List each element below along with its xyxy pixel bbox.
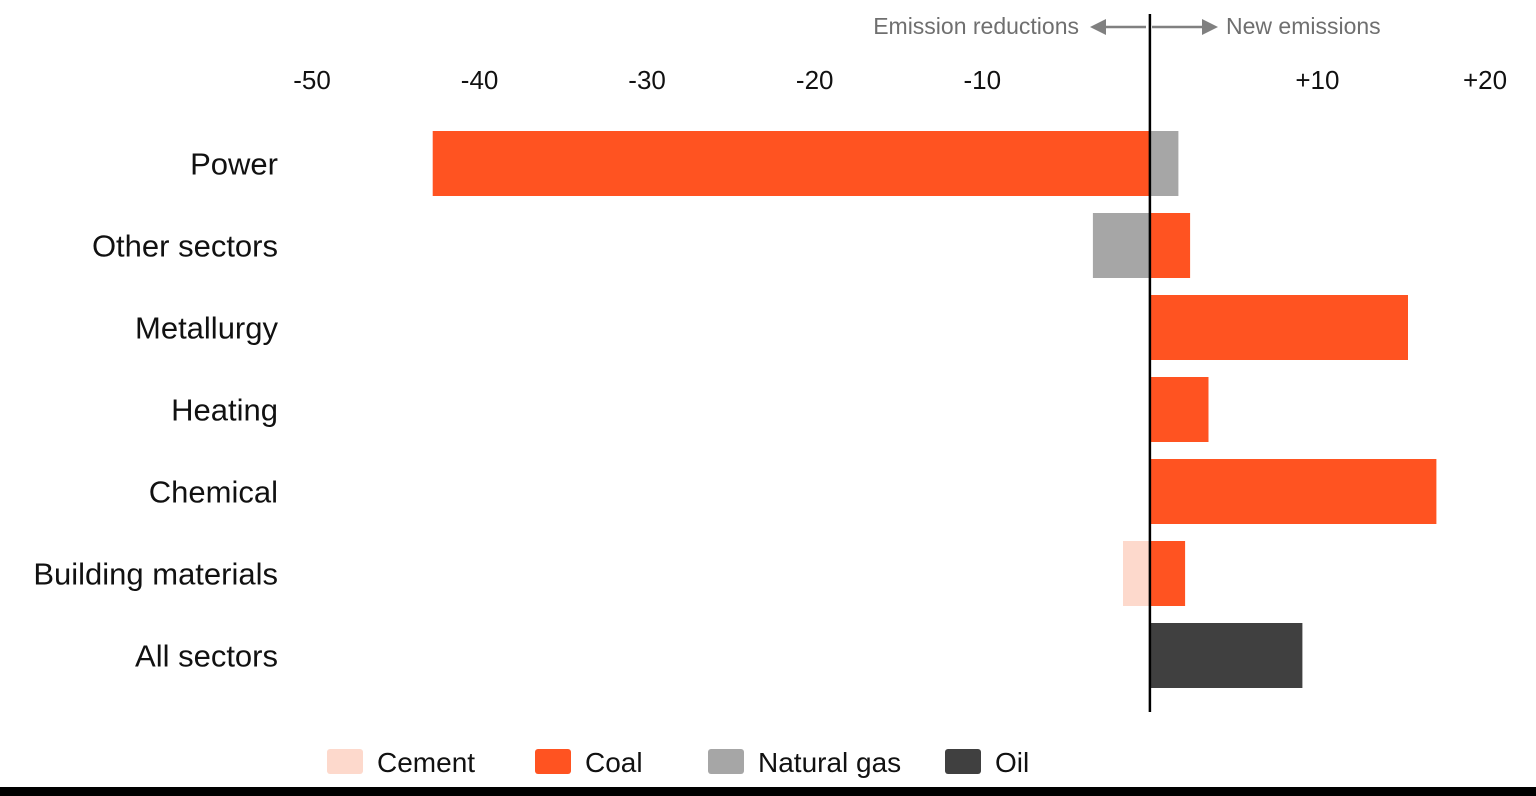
- emission-reductions-label: Emission reductions: [873, 13, 1079, 39]
- tick-label: -20: [796, 65, 834, 95]
- legend-swatch-cement: [327, 749, 363, 774]
- tick-label: +20: [1463, 65, 1507, 95]
- legend-label-coal: Coal: [585, 747, 643, 778]
- legend-swatch-coal: [535, 749, 571, 774]
- bar-other-sectors-coal: [1149, 213, 1191, 278]
- bar-metallurgy-coal: [1149, 295, 1408, 360]
- legend-swatch-natural-gas: [708, 749, 744, 774]
- category-label-power: Power: [190, 147, 278, 182]
- bar-heating-coal: [1149, 377, 1209, 442]
- category-labels: Power Other sectors Metallurgy Heating Chemi…: [33, 147, 278, 674]
- tick-label: -30: [628, 65, 666, 95]
- bottom-border: [0, 787, 1536, 796]
- category-label-building-materials: Building materials: [33, 557, 278, 592]
- legend-swatch-oil: [945, 749, 981, 774]
- tick-label: +10: [1295, 65, 1339, 95]
- x-axis-ticks: -50 -40 -30 -20 -10 +10 +20: [293, 65, 1507, 95]
- bars-group: [432, 131, 1437, 688]
- category-label-heating: Heating: [171, 393, 278, 428]
- bar-building-materials-cement: [1123, 541, 1150, 606]
- left-arrow-head-icon: [1090, 19, 1106, 35]
- bar-power-coal: [432, 131, 1150, 196]
- right-arrow-head-icon: [1202, 19, 1218, 35]
- legend-label-natural-gas: Natural gas: [758, 747, 901, 778]
- tick-label: -40: [461, 65, 499, 95]
- bar-building-materials-coal: [1149, 541, 1186, 606]
- bar-power-natural-gas: [1149, 131, 1179, 196]
- legend-label-oil: Oil: [995, 747, 1029, 778]
- bar-all-sectors-oil: [1149, 623, 1303, 688]
- bar-other-sectors-natural-gas: [1092, 213, 1150, 278]
- category-label-metallurgy: Metallurgy: [135, 311, 278, 346]
- new-emissions-label: New emissions: [1226, 13, 1381, 39]
- tick-label: -10: [964, 65, 1002, 95]
- bar-chemical-coal: [1149, 459, 1437, 524]
- legend-label-cement: Cement: [377, 747, 475, 778]
- category-label-chemical: Chemical: [149, 475, 278, 510]
- legend: Cement Coal Natural gas Oil: [327, 747, 1029, 778]
- category-label-all-sectors: All sectors: [135, 639, 278, 674]
- direction-indicator: Emission reductions New emissions: [873, 13, 1380, 39]
- tick-label: -50: [293, 65, 331, 95]
- category-label-other-sectors: Other sectors: [92, 229, 278, 264]
